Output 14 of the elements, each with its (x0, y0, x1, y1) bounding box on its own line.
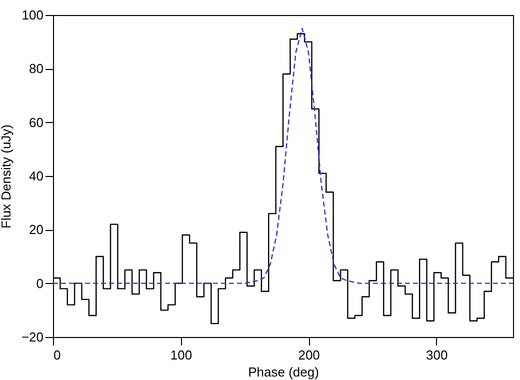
y-tick-label: 40 (29, 168, 44, 184)
x-axis-title: Phase (deg) (248, 364, 319, 380)
x-tick-label: 300 (426, 348, 448, 362)
y-tick-label: 0 (36, 276, 44, 291)
y-tick-label: 20 (29, 222, 44, 238)
x-tick-label: 0 (54, 348, 61, 362)
line-series (52, 28, 514, 284)
x-tick-label: 100 (170, 348, 192, 362)
x-tick-label: 200 (298, 348, 320, 362)
y-tick-label: 100 (22, 8, 44, 22)
y-tick-label: −20 (21, 330, 44, 344)
y-axis-title: Flux Density (uJy) (0, 124, 14, 229)
y-tick-label: 60 (29, 114, 44, 130)
y-tick-label: 80 (29, 61, 44, 76)
